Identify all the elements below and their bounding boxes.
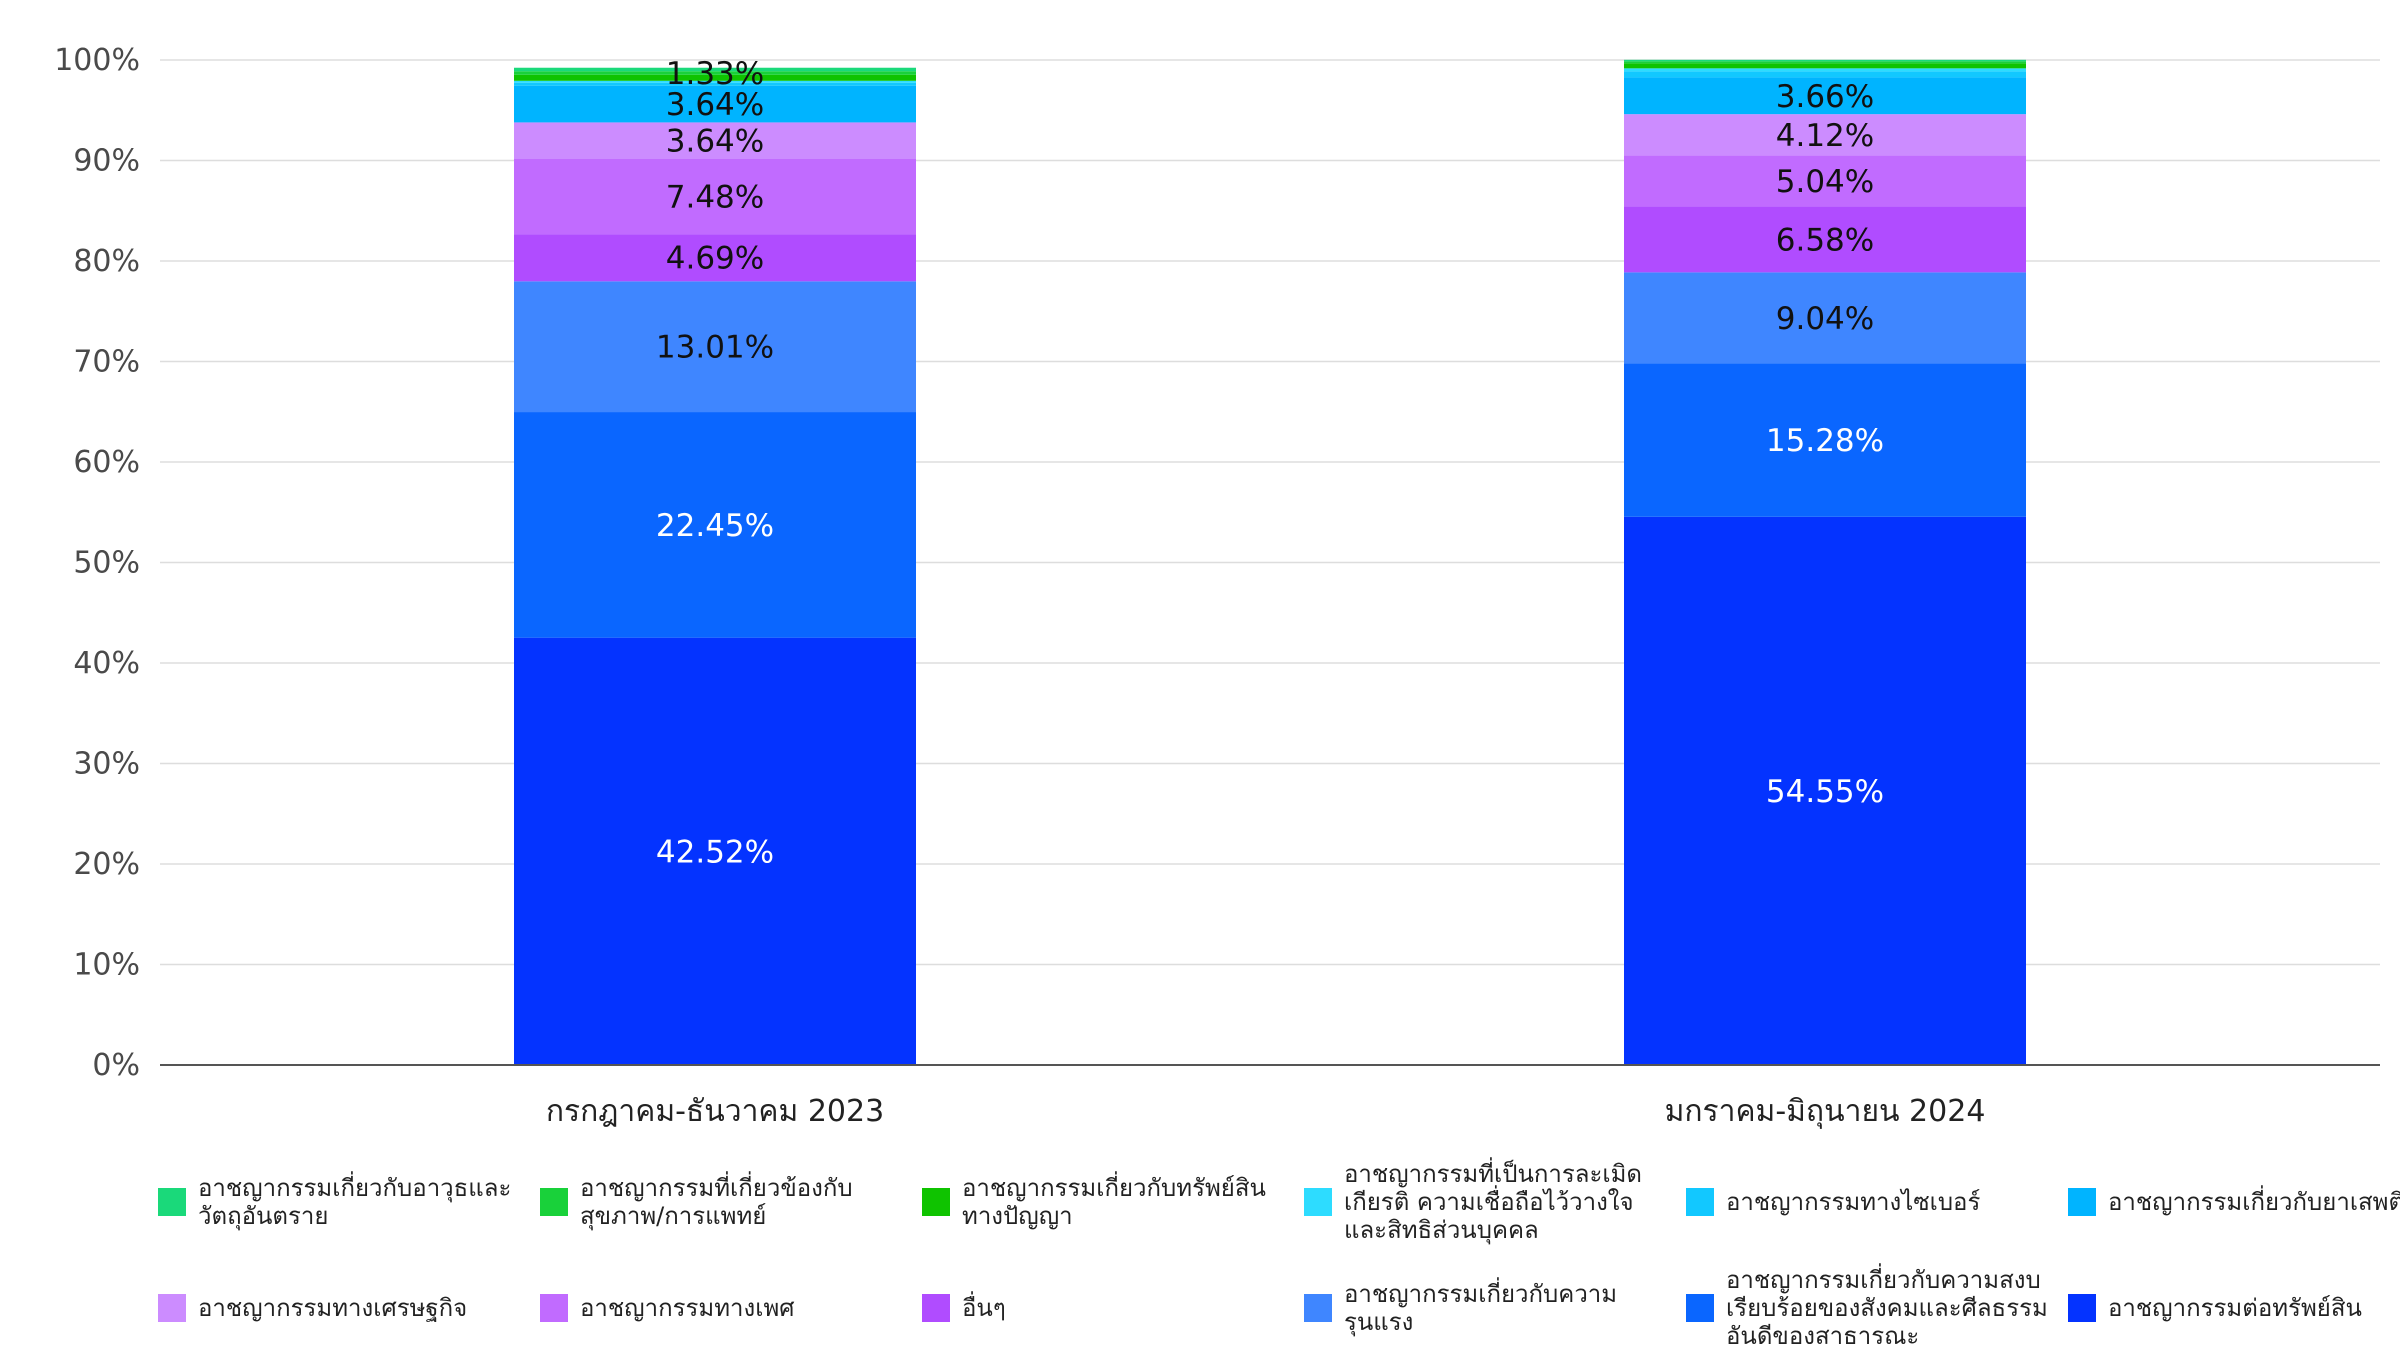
bar-segment — [514, 85, 916, 123]
bar-segment — [1624, 114, 2026, 156]
legend-label: อาชญากรรมเกี่ยวกับยาเสพติด — [2108, 1188, 2400, 1216]
legend-label: อาชญากรรมทางเพศ — [580, 1294, 795, 1322]
y-tick-label: 80% — [73, 244, 140, 279]
gridlines — [160, 59, 2380, 966]
legend-item: อาชญากรรมเกี่ยวกับทรัพย์สินทางปัญญา — [922, 1160, 1304, 1244]
x-axis-categories: กรกฎาคม-ธันวาคม 2023 มกราคม-มิถุนายน 2024 — [546, 1094, 1986, 1130]
legend-label: อาชญากรรมที่เกี่ยวข้องกับสุขภาพ/การแพทย์ — [580, 1174, 853, 1230]
stacked-bar-chart: 0% 10% 20% 30% 40% 50% 60% 70% 80% 90% 100% 42.52%… — [54, 43, 2380, 1130]
legend-label: อาชญากรรมต่อทรัพย์สิน — [2108, 1294, 2362, 1322]
data-label: 3.66% — [1776, 79, 1874, 115]
legend-item: อาชญากรรมทางไซเบอร์ — [1686, 1160, 2068, 1244]
legend-label: อาชญากรรมที่เป็นการละเมิดเกียรติ ความเชื… — [1344, 1160, 1643, 1244]
data-label: 9.04% — [1776, 301, 1874, 337]
y-tick-label: 40% — [73, 646, 140, 681]
data-label: 4.12% — [1776, 118, 1874, 154]
legend-label: อาชญากรรมเกี่ยวกับอาวุธและวัตถุอันตราย — [198, 1174, 512, 1230]
legend-item: อาชญากรรมทางเพศ — [540, 1266, 922, 1350]
legend-label: อาชญากรรมเกี่ยวกับทรัพย์สินทางปัญญา — [962, 1174, 1266, 1230]
bar-segment — [514, 234, 916, 282]
data-label: 3.64% — [666, 124, 764, 160]
bar-segment — [1624, 68, 2026, 72]
bar-segment — [514, 74, 916, 81]
y-axis-ticks: 0% 10% 20% 30% 40% 50% 60% 70% 80% 90% 100% — [54, 43, 140, 1083]
legend-swatch — [2068, 1188, 2096, 1216]
y-tick-label: 20% — [73, 847, 140, 882]
x-category-label: กรกฎาคม-ธันวาคม 2023 — [546, 1094, 884, 1129]
legend-swatch — [158, 1294, 186, 1322]
bar-segment — [514, 281, 916, 413]
bar-segment — [1624, 77, 2026, 115]
bar-segment — [514, 80, 916, 83]
bar-segment — [1624, 63, 2026, 69]
y-tick-label: 0% — [92, 1048, 140, 1083]
legend-item: อาชญากรรมเกี่ยวกับอาวุธและวัตถุอันตราย — [158, 1160, 540, 1244]
legend-item: อาชญากรรมเกี่ยวกับความรุนแรง — [1304, 1266, 1686, 1350]
legend-swatch — [158, 1188, 186, 1216]
legend-swatch — [1686, 1294, 1714, 1322]
data-label: 22.45% — [656, 508, 774, 544]
segment-labels: 42.52%22.45%13.01%4.69%7.48%3.64%3.64%1.… — [656, 56, 1884, 870]
bar-segment — [1624, 272, 2026, 364]
data-label: 15.28% — [1766, 423, 1884, 459]
legend-label: อาชญากรรมเกี่ยวกับความสงบเรียบร้อยของสัง… — [1726, 1266, 2048, 1350]
legend-item: อาชญากรรมที่เป็นการละเมิดเกียรติ ความเชื… — [1304, 1160, 1686, 1244]
legend-swatch — [2068, 1294, 2096, 1322]
data-label: 1.33% — [666, 56, 764, 92]
bar-segment — [1624, 71, 2026, 78]
bar-segment — [514, 71, 916, 75]
bars — [514, 59, 2026, 1065]
legend-item: อาชญากรรมที่เกี่ยวข้องกับสุขภาพ/การแพทย์ — [540, 1160, 922, 1244]
legend-label: อาชญากรรมทางไซเบอร์ — [1726, 1188, 1981, 1216]
data-label: 4.69% — [666, 241, 764, 277]
legend-swatch — [1304, 1294, 1332, 1322]
bar-segment — [1624, 206, 2026, 273]
bar-segment — [514, 82, 916, 86]
bar-segment — [514, 67, 916, 72]
y-tick-label: 10% — [73, 948, 140, 983]
data-label: 42.52% — [656, 834, 774, 870]
data-label: 6.58% — [1776, 222, 1874, 258]
data-label: 7.48% — [666, 180, 764, 216]
legend-label: อาชญากรรมเกี่ยวกับความรุนแรง — [1344, 1280, 1618, 1336]
bar-segment — [514, 637, 916, 1065]
bar-segment — [1624, 155, 2026, 207]
legend-item: อื่นๆ — [922, 1266, 1304, 1350]
y-tick-label: 60% — [73, 445, 140, 480]
x-category-label: มกราคม-มิถุนายน 2024 — [1665, 1094, 1986, 1130]
legend-swatch — [540, 1188, 568, 1216]
data-label: 3.64% — [666, 87, 764, 123]
y-tick-label: 30% — [73, 747, 140, 782]
legend-label: อาชญากรรมทางเศรษฐกิจ — [198, 1294, 468, 1322]
legend-label: อื่นๆ — [962, 1294, 1006, 1322]
legend-item: อาชญากรรมเกี่ยวกับความสงบเรียบร้อยของสัง… — [1686, 1266, 2068, 1350]
bar-segment — [1624, 61, 2026, 64]
bar-segment — [514, 158, 916, 235]
y-tick-label: 90% — [73, 144, 140, 179]
y-tick-label: 50% — [73, 546, 140, 581]
bar-segment — [1624, 363, 2026, 517]
legend-swatch — [1686, 1188, 1714, 1216]
data-label: 13.01% — [656, 330, 774, 366]
y-tick-label: 70% — [73, 345, 140, 380]
legend-item: อาชญากรรมเกี่ยวกับยาเสพติด — [2068, 1160, 2400, 1244]
bar-segment — [514, 412, 916, 638]
y-tick-label: 100% — [54, 43, 140, 78]
legend-item: อาชญากรรมทางเศรษฐกิจ — [158, 1266, 540, 1350]
bar-segment — [1624, 516, 2026, 1065]
bar-segment — [1624, 59, 2026, 62]
legend-swatch — [922, 1294, 950, 1322]
legend: อาชญากรรมเกี่ยวกับอาวุธและวัตถุอันตรายอา… — [158, 1160, 2400, 1350]
data-label: 54.55% — [1766, 774, 1884, 810]
data-label: 5.04% — [1776, 164, 1874, 200]
bar-segment — [514, 122, 916, 159]
legend-item: อาชญากรรมต่อทรัพย์สิน — [2068, 1266, 2400, 1350]
legend-swatch — [1304, 1188, 1332, 1216]
legend-swatch — [540, 1294, 568, 1322]
legend-swatch — [922, 1188, 950, 1216]
